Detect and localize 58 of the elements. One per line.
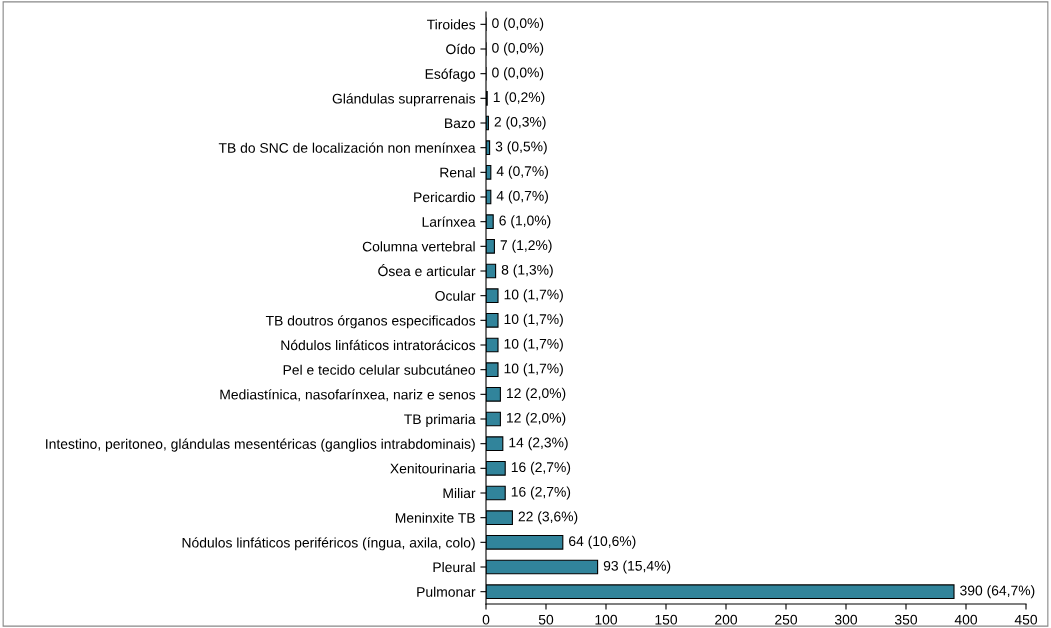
y-tick-label: Nódulos linfáticos periféricos (íngua, axila, colo) xyxy=(182,537,475,551)
y-tick-label: TB do SNC de localización non menínxea xyxy=(218,142,476,153)
y-tick-label: Ocular xyxy=(435,290,476,301)
y-tick-label: Miliar xyxy=(443,487,476,499)
x-tick-label: 450 xyxy=(1014,614,1038,625)
data-label: 0 (0,0%) xyxy=(492,67,544,81)
y-tick-label: Pulmonar xyxy=(417,586,476,597)
data-label: 7 (1,2%) xyxy=(500,239,552,253)
y-tick-label: Oído xyxy=(446,43,475,55)
y-tick-label: Esófago xyxy=(425,68,475,82)
data-label: 10 (1,7%) xyxy=(504,338,563,352)
y-tick-label: Larínxea xyxy=(422,216,476,227)
y-tick-label: Pericardio xyxy=(414,191,475,203)
x-tick-label: 300 xyxy=(834,614,858,625)
y-tick-label: Pel e tecido celular subcutáneo xyxy=(283,364,476,375)
data-label: 0 (0,0%) xyxy=(492,17,544,31)
x-tick-label: 250 xyxy=(775,614,798,625)
data-label: 4 (0,7%) xyxy=(496,190,548,204)
y-tick-label: Tiroides xyxy=(427,19,476,30)
data-label: 16 (2,7%) xyxy=(511,461,571,475)
data-label: 10 (1,7%) xyxy=(504,363,563,377)
data-label: 2 (0,3%) xyxy=(494,116,546,130)
y-tick-label: Meninxite TB xyxy=(395,512,475,523)
data-label: 10 (1,7%) xyxy=(504,313,563,327)
data-label: 10 (1,7%) xyxy=(504,289,563,303)
x-tick-label: 100 xyxy=(595,614,618,625)
data-label: 12 (2,0%) xyxy=(507,412,566,426)
y-tick-label: TB doutros órganos especificados xyxy=(265,315,476,329)
x-tick-label: 50 xyxy=(538,614,554,625)
y-tick-label: Columna vertebral xyxy=(362,241,475,252)
x-tick-label: 200 xyxy=(715,614,738,625)
x-tick-label: 400 xyxy=(954,614,978,625)
data-label: 14 (2,3%) xyxy=(509,437,568,451)
y-tick-label: Xenitourinaria xyxy=(390,463,476,474)
data-label: 4 (0,7%) xyxy=(496,165,548,179)
data-label: 6 (1,0%) xyxy=(499,215,551,229)
y-tick-label: Mediastínica, nasofarínxea, nariz e senos xyxy=(220,389,476,402)
data-label: 12 (2,0%) xyxy=(507,387,566,401)
y-tick-label: Glándulas suprarrenais xyxy=(332,93,476,107)
y-tick-label: Renal xyxy=(440,167,475,178)
data-label: 93 (15,4%) xyxy=(603,560,671,574)
y-tick-label: Pleural xyxy=(433,561,475,573)
data-label: 22 (3,6%) xyxy=(518,511,578,525)
y-tick-label: TB primaria xyxy=(404,413,476,427)
y-tick-label: Ósea e articular xyxy=(378,263,476,277)
y-tick-label: Nódulos linfáticos intratorácicos xyxy=(281,339,476,351)
y-tick-label: Bazo xyxy=(445,118,475,129)
data-label: 16 (2,7%) xyxy=(511,486,571,500)
x-tick-label: 150 xyxy=(655,614,678,625)
y-tick-label: Intestino, peritoneo, glándulas mesentéricas (ganglios intrabdominais) xyxy=(46,438,475,452)
data-label: 390 (64,7%) xyxy=(960,585,1035,599)
data-label: 3 (0,5%) xyxy=(495,141,547,155)
data-label: 0 (0,0%) xyxy=(492,42,544,56)
x-tick-label: 0 xyxy=(482,614,490,625)
data-label: 64 (10,6%) xyxy=(569,535,636,549)
data-label: 1 (0,2%) xyxy=(493,91,545,105)
x-tick-label: 350 xyxy=(894,614,918,625)
data-label: 8 (1,3%) xyxy=(501,264,553,278)
